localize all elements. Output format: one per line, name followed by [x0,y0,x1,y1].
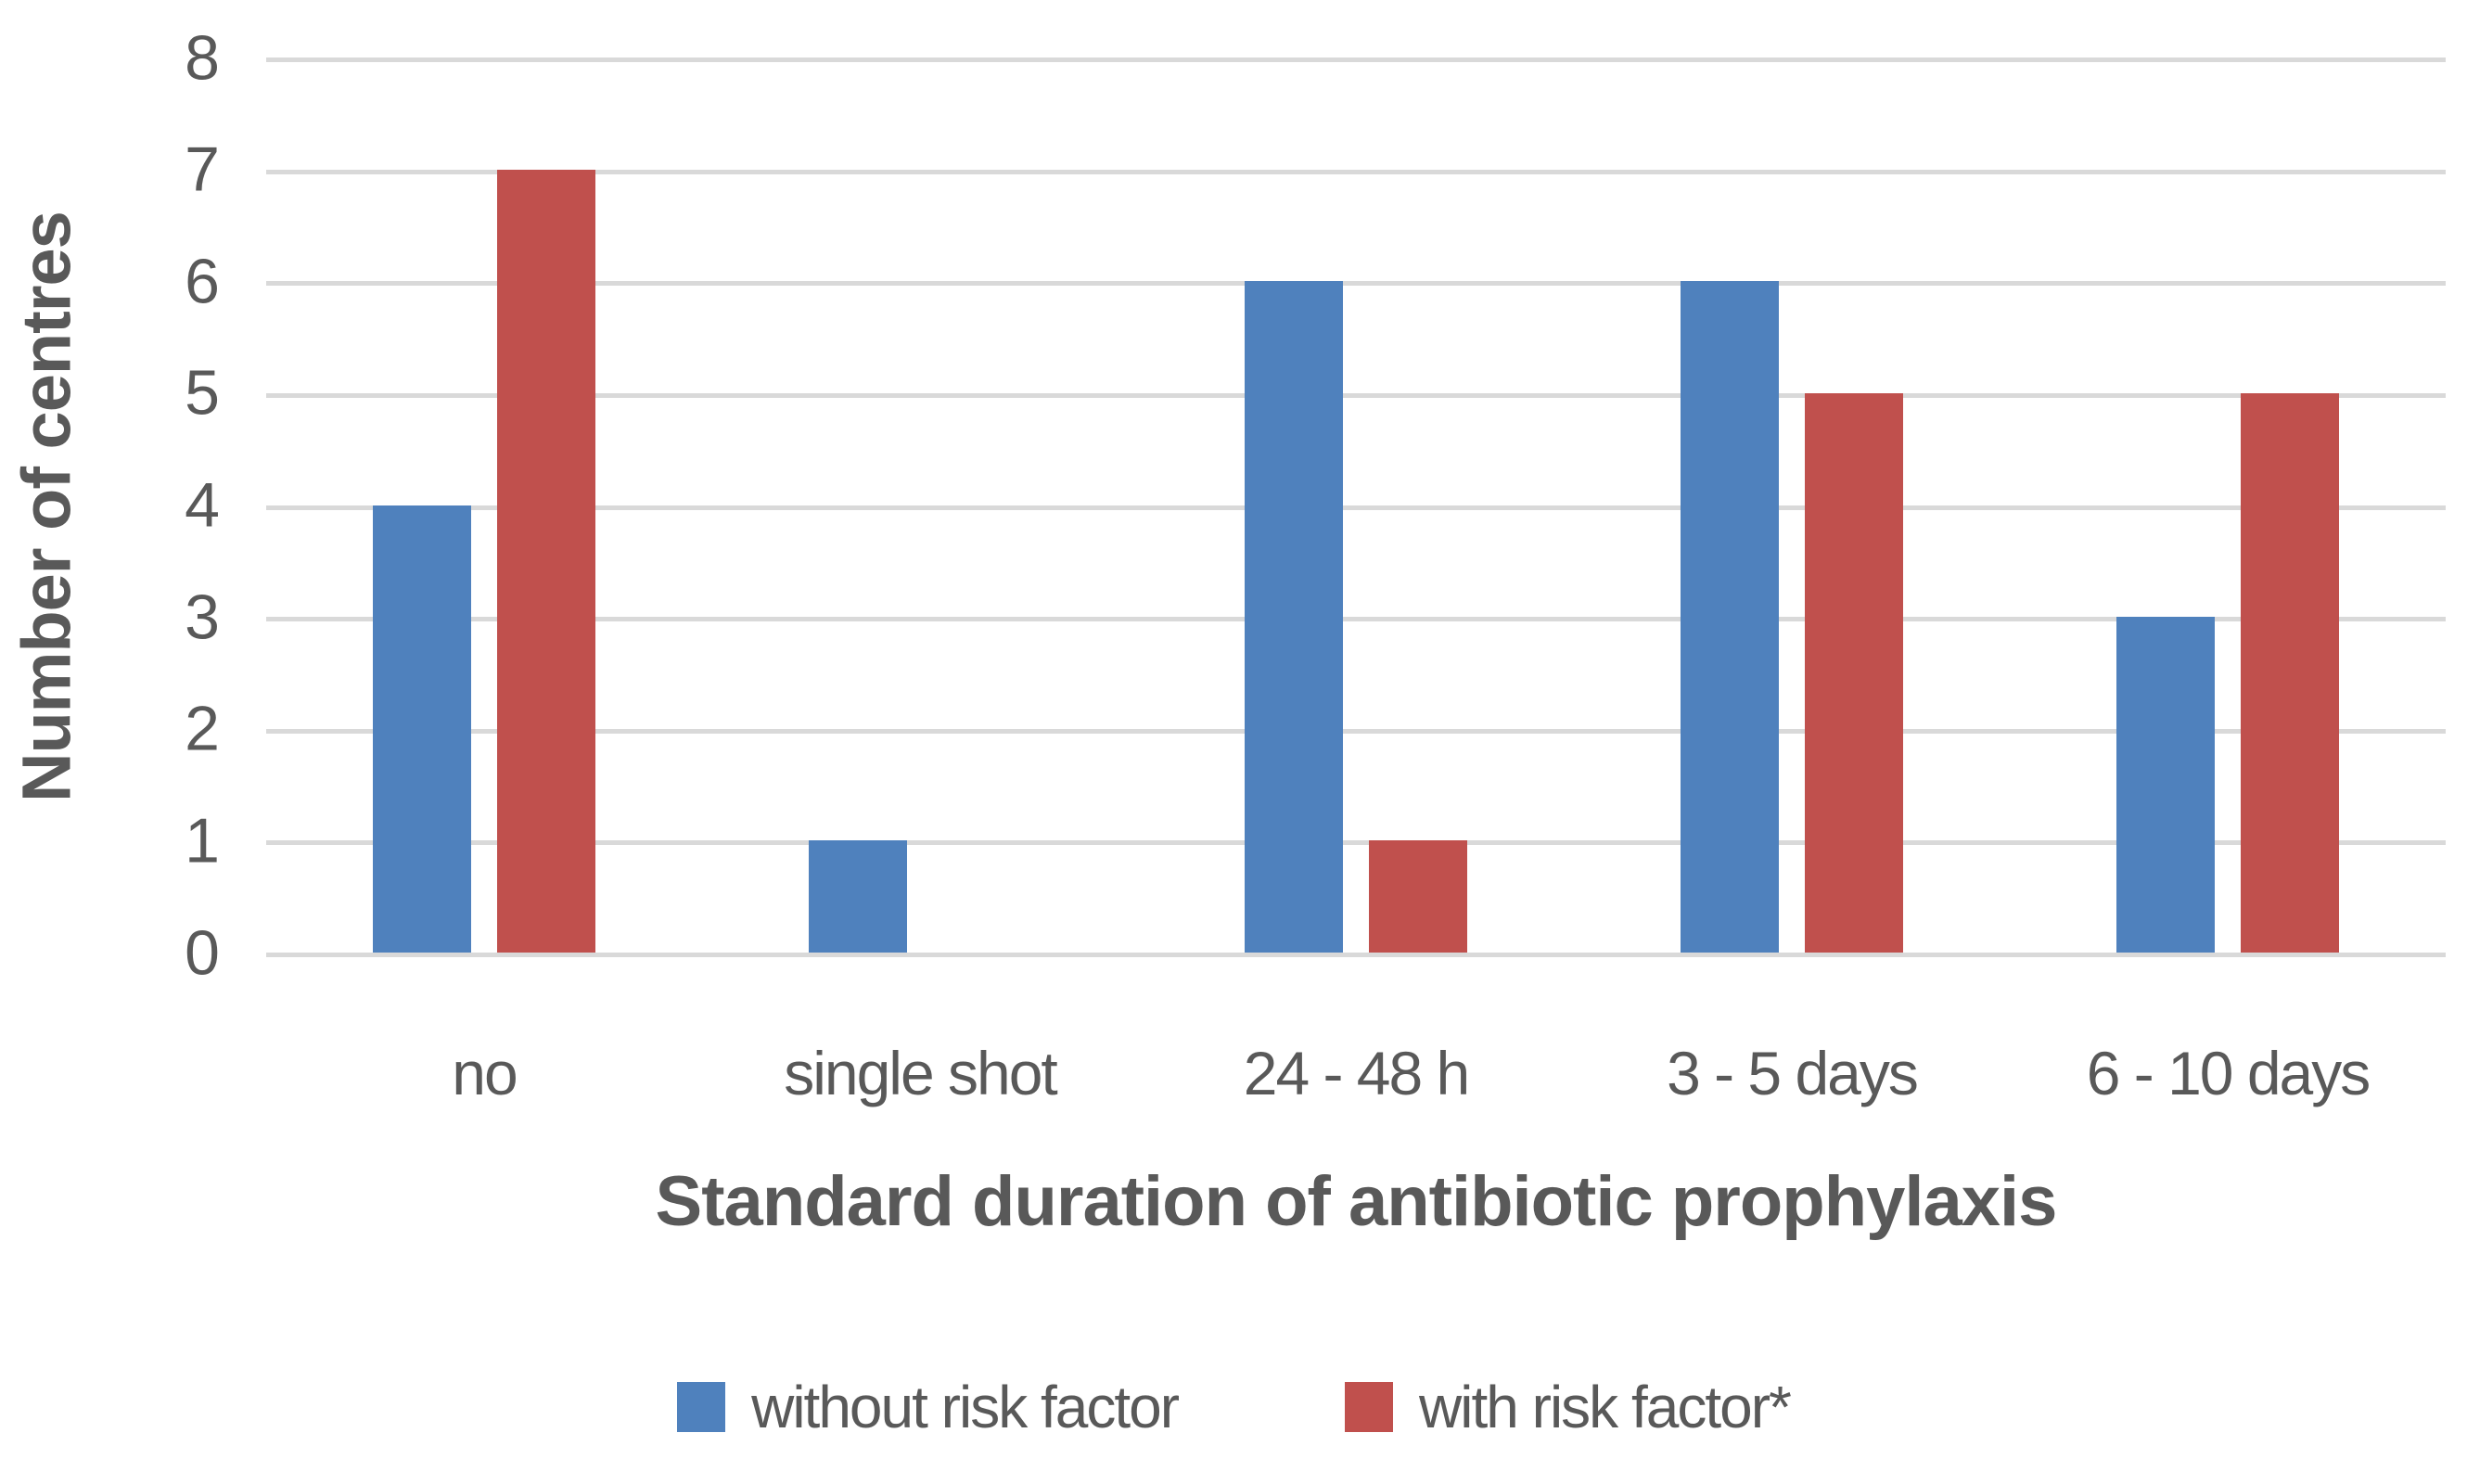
y-tick-label: 3 [185,581,220,652]
bar-with-risk-factor-no [497,169,595,953]
y-tick-label: 1 [185,805,220,876]
bar-without-risk-factor-no [373,505,471,953]
y-tick-label: 8 [185,21,220,93]
bar-without-risk-factor-6-10-days [2116,617,2215,953]
legend-item: without risk factor [677,1374,1180,1440]
legend-label: without risk factor [751,1374,1180,1440]
x-tick-label: no [452,1039,518,1107]
y-tick-label: 2 [185,693,220,764]
legend-label: with risk factor* [1419,1374,1792,1440]
bar-with-risk-factor-6-10-days [2241,392,2339,953]
x-tick-label: 24 - 48 h [1243,1039,1471,1107]
gridline [266,617,2446,622]
x-tick-label: single shot [784,1039,1058,1107]
y-tick-label: 4 [185,469,220,541]
bar-without-risk-factor-24-48-h [1245,281,1343,953]
gridline [266,840,2446,846]
gridline [266,281,2446,287]
legend: without risk factor with risk factor* [0,1377,2467,1437]
gridline [266,169,2446,174]
y-tick-label: 7 [185,134,220,205]
bar-with-risk-factor-3-5-days [1805,392,1903,953]
bar-without-risk-factor-3-5-days [1681,281,1779,953]
y-tick-label: 6 [185,246,220,317]
legend-swatch [1345,1382,1394,1432]
bar-without-risk-factor-single-shot [809,840,907,953]
gridline [266,953,2446,957]
legend-swatch [677,1382,726,1432]
legend-item: with risk factor* [1345,1374,1792,1440]
x-axis-title: Standard duration of antibiotic prophyla… [655,1162,2058,1241]
gridline [266,505,2446,510]
gridline [266,392,2446,398]
gridline [266,58,2446,62]
y-tick-label: 0 [185,916,220,988]
x-tick-label: 6 - 10 days [2086,1039,2371,1107]
x-tick-label: 3 - 5 days [1667,1039,1919,1107]
gridline [266,728,2446,734]
bar-with-risk-factor-24-48-h [1369,840,1467,953]
y-tick-label: 5 [185,357,220,429]
